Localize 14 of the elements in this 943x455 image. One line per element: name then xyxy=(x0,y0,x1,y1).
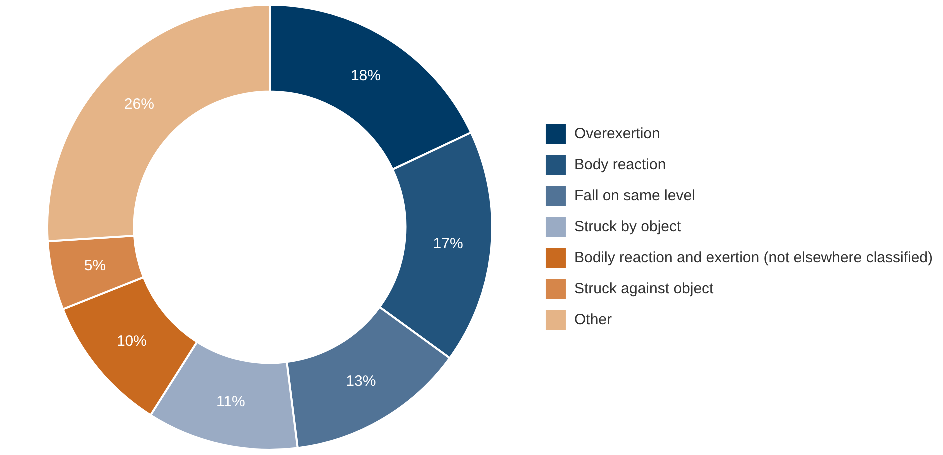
legend-label: Body reaction xyxy=(574,156,666,174)
data-label: 5% xyxy=(84,258,106,275)
data-label: 10% xyxy=(116,332,147,350)
data-label: 17% xyxy=(433,235,464,252)
legend-label: Fall on same level xyxy=(574,188,696,205)
legend-label: Struck by object xyxy=(574,218,682,236)
data-label: 18% xyxy=(350,67,381,84)
data-label: 13% xyxy=(346,372,376,390)
legend-label: Bodily reaction and exertion (not elsewhere classified) xyxy=(574,250,934,267)
legend-label: Overexertion xyxy=(574,126,660,143)
legend-label: Other xyxy=(574,312,612,329)
data-label: 11% xyxy=(216,393,246,410)
legend-label: Struck against object xyxy=(574,280,715,298)
data-label: 26% xyxy=(124,96,154,114)
